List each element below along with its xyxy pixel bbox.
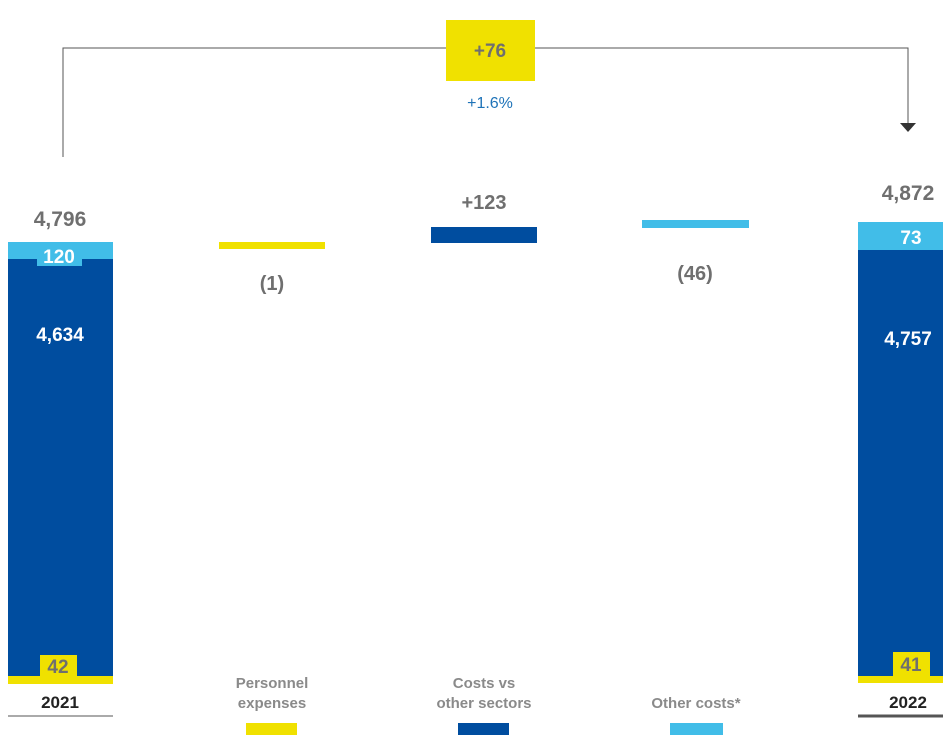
total-change-percent: +1.6% bbox=[467, 95, 513, 112]
legend-swatch-other-costs bbox=[670, 723, 723, 735]
category-label-costs-vs-other-sectors-line1: Costs vs bbox=[453, 675, 516, 692]
change-bar-costs-vs-other-sectors bbox=[431, 227, 537, 243]
change-value-costs-vs-other-sectors: +123 bbox=[461, 192, 506, 214]
change-value-personnel-expenses: (1) bbox=[260, 273, 284, 295]
change-value-other-costs: (46) bbox=[677, 263, 713, 285]
total-label-2022: 4,872 bbox=[882, 182, 935, 205]
bar-2022-dark-blue bbox=[858, 250, 943, 676]
change-bracket: +76 +1.6% bbox=[62, 20, 916, 157]
category-label-other-costs: Other costs* bbox=[651, 695, 740, 712]
bar-2021-dark-blue bbox=[8, 259, 113, 676]
bracket-line-right bbox=[535, 47, 909, 124]
year-label-2022: 2022 bbox=[889, 693, 927, 712]
segment-label-2022-dark-blue: 4,757 bbox=[884, 329, 932, 350]
change-other-costs: (46) Other costs* bbox=[642, 220, 749, 735]
bar-2022-yellow bbox=[858, 676, 943, 683]
change-personnel-expenses: (1) Personnel expenses bbox=[219, 242, 325, 735]
category-label-personnel-expenses-line1: Personnel bbox=[236, 675, 309, 692]
total-change-label: +76 bbox=[474, 41, 506, 62]
segment-label-2021-dark-blue: 4,634 bbox=[36, 325, 84, 346]
change-costs-vs-other-sectors: +123 Costs vs other sectors bbox=[431, 192, 537, 735]
category-label-personnel-expenses-line2: expenses bbox=[238, 695, 306, 712]
bar-2022-light-blue bbox=[858, 222, 943, 250]
year-label-2021: 2021 bbox=[41, 693, 79, 712]
bracket-line-left bbox=[62, 47, 446, 157]
segment-label-2022-light-blue: 73 bbox=[900, 228, 921, 249]
change-bar-other-costs bbox=[642, 220, 749, 228]
change-bar-personnel-expenses bbox=[219, 242, 325, 249]
label-box-2022-yellow bbox=[893, 652, 930, 676]
total-column-2022: 4,872 73 4,757 41 2022 bbox=[858, 182, 943, 718]
total-label-2021: 4,796 bbox=[34, 208, 87, 231]
segment-label-2022-yellow: 41 bbox=[900, 655, 922, 676]
bar-2021-yellow bbox=[8, 676, 113, 684]
total-change-box bbox=[446, 20, 535, 81]
segment-label-2021-light-blue: 120 bbox=[43, 247, 75, 268]
total-column-2021: 4,796 120 4,634 42 2021 bbox=[8, 208, 113, 717]
label-box-2021-light-blue bbox=[37, 244, 82, 266]
legend-swatch-personnel-expenses bbox=[246, 723, 297, 735]
category-label-costs-vs-other-sectors-line2: other sectors bbox=[436, 695, 531, 712]
legend-swatch-costs-vs-other-sectors bbox=[458, 723, 509, 735]
bracket-arrow-head bbox=[900, 123, 916, 132]
label-box-2021-yellow bbox=[40, 655, 77, 676]
segment-label-2021-yellow: 42 bbox=[47, 657, 68, 678]
